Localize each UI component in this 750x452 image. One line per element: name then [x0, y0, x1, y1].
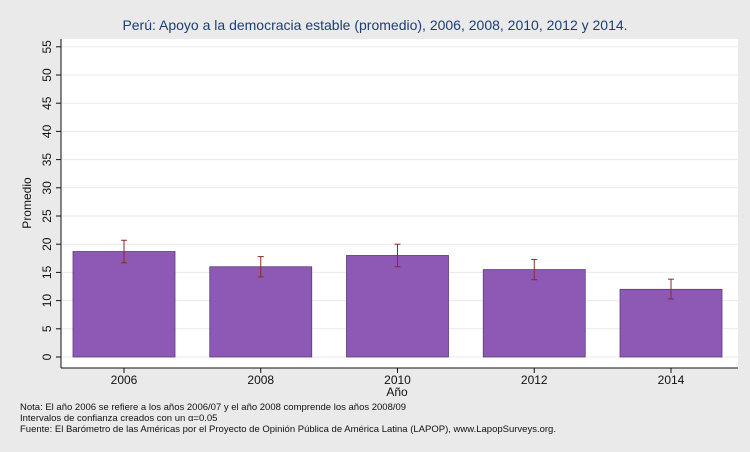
- x-tick-label: 2006: [111, 373, 138, 387]
- y-tick-label: 35: [40, 153, 54, 167]
- bar: [619, 288, 723, 358]
- y-tick-label: 5: [40, 325, 54, 332]
- chart-title: Perú: Apoyo a la democracia estable (pro…: [122, 17, 628, 33]
- x-axis-ticks: 2006 2008 2010 2012 2014: [111, 368, 685, 387]
- x-tick-label: 2014: [658, 373, 685, 387]
- y-tick-label: 0: [40, 353, 54, 360]
- note-line: Nota: El año 2006 se refiere a los años …: [20, 402, 407, 413]
- y-tick-label: 30: [40, 181, 54, 195]
- x-tick-label: 2012: [521, 373, 548, 387]
- bar: [72, 251, 176, 358]
- error-bars: [121, 239, 674, 300]
- y-tick-label: 10: [40, 294, 54, 308]
- y-tick-label: 25: [40, 209, 54, 223]
- x-tick-label: 2010: [384, 373, 411, 387]
- bar: [346, 255, 449, 358]
- y-tick-label: 50: [40, 68, 54, 82]
- x-axis-title: Año: [386, 385, 408, 399]
- y-tick-label: 15: [40, 265, 54, 279]
- bar: [482, 269, 586, 358]
- x-tick-label: 2008: [247, 373, 274, 387]
- y-tick-label: 40: [40, 124, 54, 138]
- y-axis-title: Promedio: [20, 177, 34, 229]
- bar: [209, 266, 313, 358]
- y-axis-ticks: 0 5 10 15 20 25 30 35 40 45 50 55: [40, 40, 61, 360]
- note-line: Fuente: El Barómetro de las Américas por…: [20, 424, 556, 435]
- y-tick-label: 55: [40, 40, 54, 54]
- y-tick-label: 20: [40, 237, 54, 251]
- note-line: Intervalos de confianza creados con un α…: [20, 413, 218, 424]
- bars: [72, 251, 723, 358]
- y-tick-label: 45: [40, 96, 54, 110]
- chart-notes: Nota: El año 2006 se refiere a los años …: [20, 402, 556, 435]
